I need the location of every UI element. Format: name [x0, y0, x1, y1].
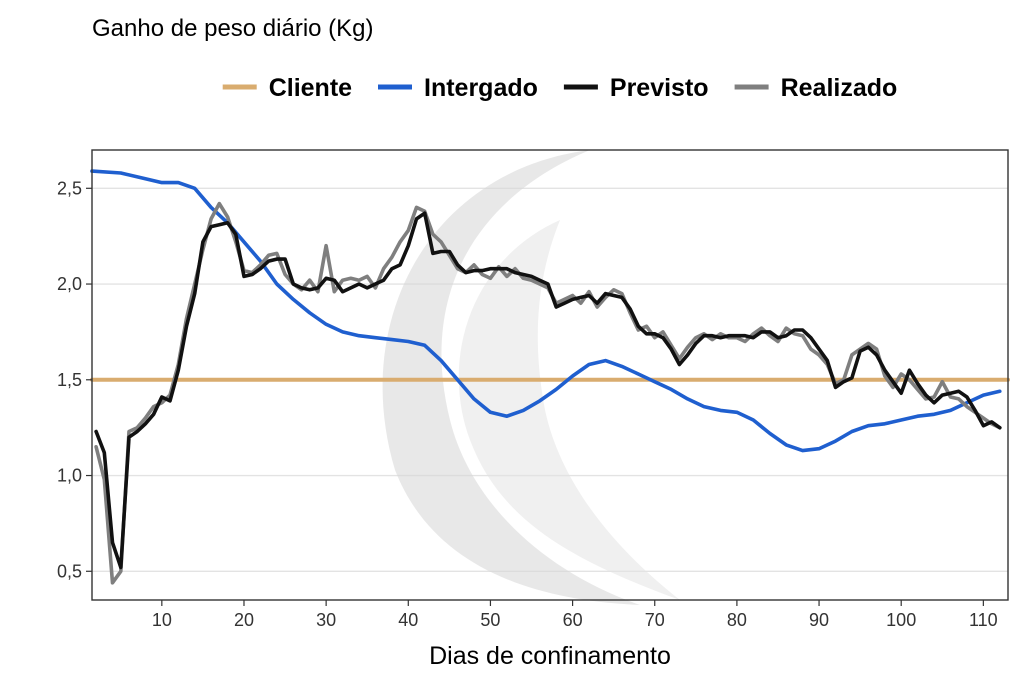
legend-item-intergado: Intergado	[378, 74, 538, 102]
series-line-previsto	[94, 211, 1002, 570]
legend-label: Cliente	[269, 74, 352, 102]
y-tick-label: 2,0	[57, 274, 82, 294]
plot-frame	[91, 149, 1009, 601]
x-tick-label: 50	[480, 610, 500, 630]
x-tick-label: 30	[316, 610, 336, 630]
x-tick-label: 60	[563, 610, 583, 630]
plot-area	[90, 149, 1010, 605]
x-axis-label: Dias de confinamento	[429, 642, 671, 670]
x-tick-label: 40	[398, 610, 418, 630]
legend-label: Previsto	[610, 74, 709, 102]
watermark-logo	[382, 150, 680, 605]
y-tick-label: 1,0	[57, 466, 82, 486]
series-layer	[90, 169, 1010, 585]
legend-label: Realizado	[781, 74, 898, 102]
x-tick-label: 110	[969, 610, 998, 630]
x-axis: 10 20 30 40 50 60 70 80 90 100 110	[152, 600, 998, 630]
y-axis: 0,5 1,0 1,5 2,0 2,5	[57, 178, 92, 581]
legend-label: Intergado	[424, 74, 538, 102]
legend-item-cliente: Cliente	[222, 74, 352, 102]
x-tick-label: 10	[152, 610, 172, 630]
x-tick-label: 100	[886, 610, 916, 630]
y-tick-label: 0,5	[57, 561, 82, 581]
series-line-intergado	[90, 169, 1002, 453]
y-tick-label: 2,5	[57, 178, 82, 198]
x-tick-label: 90	[809, 610, 829, 630]
x-tick-label: 80	[727, 610, 747, 630]
x-tick-label: 20	[234, 610, 254, 630]
chart-title: Ganho de peso diário (Kg)	[92, 15, 374, 42]
legend: Cliente Intergado Previsto Realizado	[222, 74, 898, 102]
x-tick-label: 70	[645, 610, 665, 630]
legend-item-realizado: Realizado	[734, 74, 898, 102]
legend-item-previsto: Previsto	[563, 74, 709, 102]
y-tick-label: 1,5	[57, 370, 82, 390]
